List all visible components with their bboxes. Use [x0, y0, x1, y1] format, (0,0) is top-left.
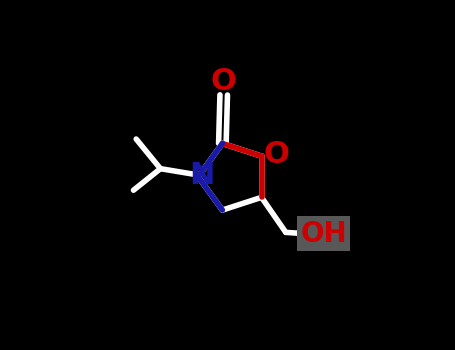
Text: O: O — [263, 140, 289, 169]
Text: O: O — [211, 67, 237, 96]
Text: N: N — [189, 161, 215, 190]
Text: OH: OH — [300, 220, 347, 248]
